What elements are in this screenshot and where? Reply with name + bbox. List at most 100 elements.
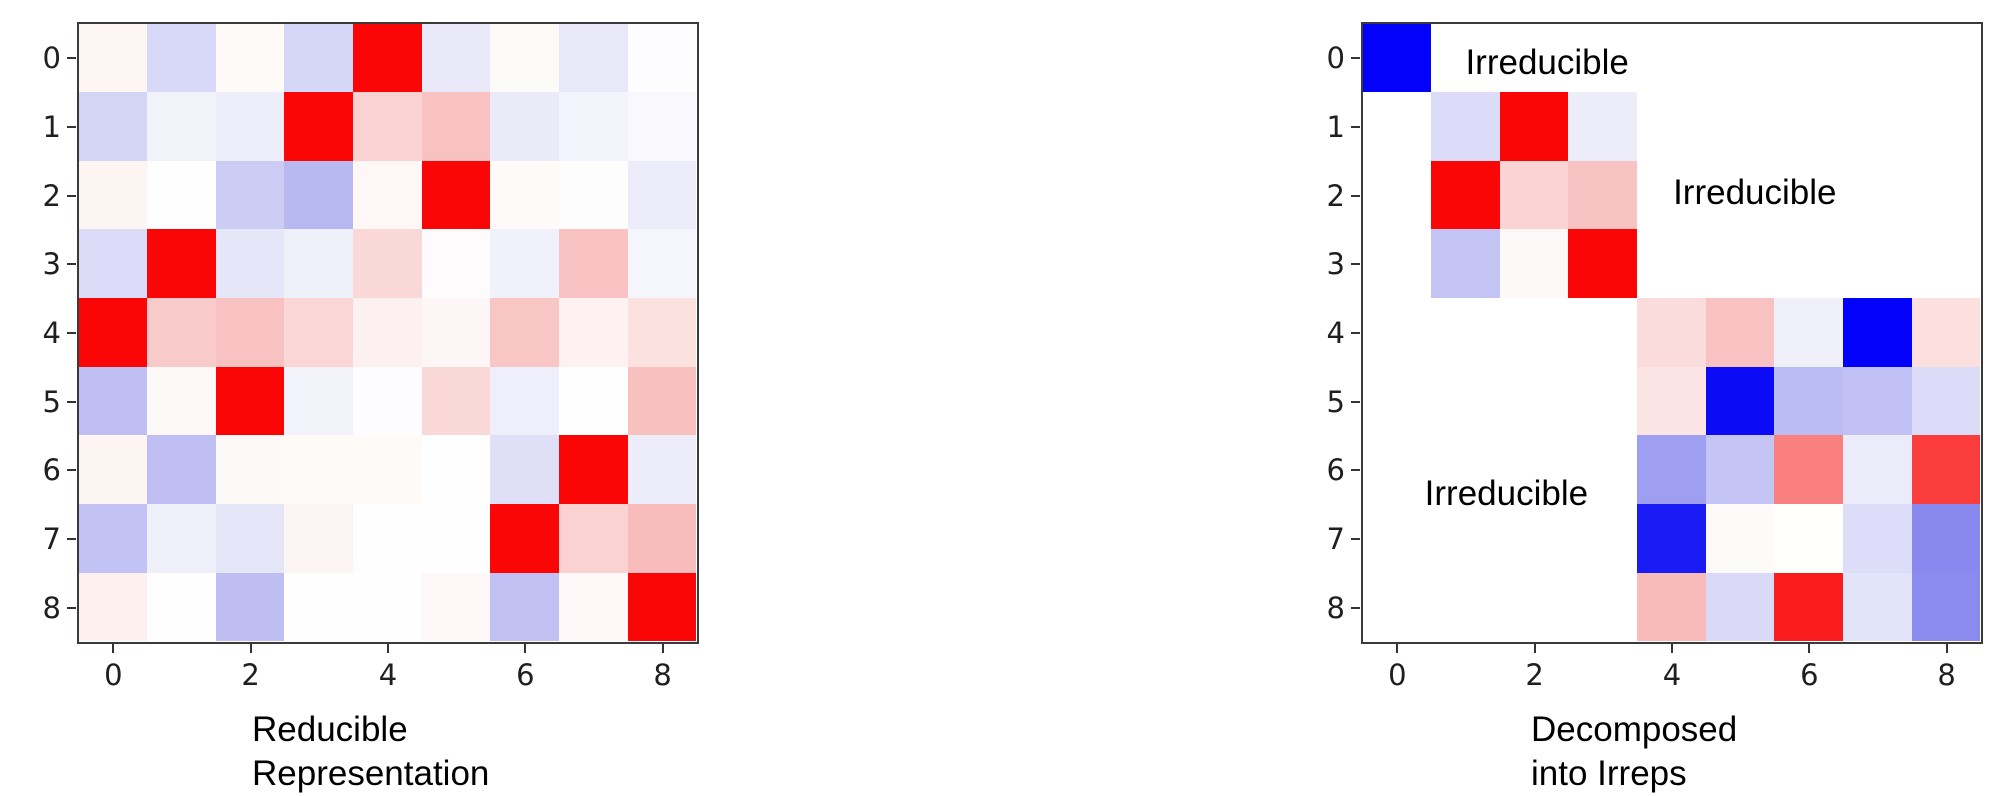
right-caption-line2: into Irreps (1531, 754, 1687, 793)
heatmap-cell (353, 23, 422, 93)
heatmap-cell (1774, 435, 1844, 505)
x-tick-label: 4 (1662, 658, 1682, 692)
heatmap-cell (490, 435, 560, 505)
heatmap-cell (147, 366, 216, 436)
heatmap-cell (1568, 366, 1638, 436)
heatmap-cell (1705, 298, 1775, 367)
heatmap-cell (1911, 298, 1981, 367)
heatmap-cell (1911, 229, 1981, 299)
heatmap-cell (627, 504, 697, 573)
y-tick-label: 1 (1326, 110, 1345, 144)
heatmap-cell (1774, 23, 1844, 93)
heatmap-cell (215, 504, 285, 573)
y-tick-label: 8 (42, 590, 61, 625)
heatmap-cell (1843, 160, 1912, 230)
y-tick-mark (1351, 126, 1360, 128)
heatmap-cell (1774, 298, 1844, 367)
heatmap-cell (1568, 23, 1638, 93)
heatmap-cell (627, 229, 697, 299)
y-tick-label: 6 (1326, 453, 1345, 488)
heatmap-cell (1843, 435, 1912, 505)
heatmap-cell (147, 435, 216, 505)
heatmap-cell (1568, 229, 1638, 299)
y-tick-label: 7 (1326, 522, 1345, 556)
heatmap-cell (1705, 229, 1775, 299)
heatmap-cell (1843, 366, 1912, 436)
x-tick-label: 8 (653, 658, 672, 692)
heatmap-cell (1431, 366, 1500, 436)
heatmap-cell (559, 23, 628, 93)
heatmap-cell (284, 23, 354, 93)
heatmap-cell (215, 229, 285, 299)
heatmap-cell (1499, 229, 1569, 299)
heatmap-cell (1362, 504, 1432, 573)
heatmap-cell (284, 366, 354, 436)
heatmap-cell (1637, 160, 1706, 230)
heatmap-cell (1431, 298, 1500, 367)
heatmap-cell (1431, 572, 1500, 642)
heatmap-cell (1911, 504, 1981, 573)
irreducible-annotation: Irreducible (1465, 42, 1629, 82)
heatmap-cell (353, 229, 422, 299)
heatmap-cell (1499, 160, 1569, 230)
heatmap-cell (1499, 572, 1569, 642)
heatmap-cell (559, 572, 628, 642)
heatmap-cell (1843, 572, 1912, 642)
heatmap-cell (78, 504, 148, 573)
y-tick-mark (1351, 194, 1360, 197)
y-tick-label: 3 (42, 247, 61, 282)
y-tick-label: 8 (1326, 590, 1345, 625)
left-heatmap (76, 21, 699, 644)
y-tick-mark (67, 57, 76, 60)
heatmap-cell (1637, 23, 1706, 93)
heatmap-cell (490, 298, 560, 367)
heatmap-cell (215, 23, 285, 93)
heatmap-cell (421, 298, 491, 367)
y-tick-label: 4 (1326, 316, 1345, 350)
heatmap-cell (559, 160, 628, 230)
heatmap-cell (627, 298, 697, 367)
heatmap-cell (147, 160, 216, 230)
right-caption-line1: Decomposed (1531, 710, 1738, 749)
heatmap-cell (353, 504, 422, 573)
heatmap-cell (1568, 435, 1638, 505)
heatmap-cell (1431, 23, 1500, 93)
heatmap-cell (1843, 23, 1912, 93)
x-tick-mark (1671, 644, 1673, 653)
x-tick-label: 6 (516, 658, 535, 692)
heatmap-cell (284, 435, 354, 505)
heatmap-cell (1637, 504, 1706, 573)
heatmap-cell (147, 504, 216, 573)
y-tick-mark (67, 126, 76, 128)
y-tick-label: 4 (42, 316, 61, 350)
x-tick-mark (1945, 644, 1948, 653)
heatmap-cell (1911, 435, 1981, 505)
y-tick-mark (67, 194, 76, 197)
heatmap-cell (1843, 298, 1912, 367)
y-tick-mark (1351, 606, 1360, 609)
x-tick-mark (1808, 644, 1811, 653)
right-heatmap-grid (1362, 23, 1981, 642)
heatmap-cell (1568, 572, 1638, 642)
heatmap-cell (1431, 92, 1500, 161)
left-caption-line1: Reducible (252, 710, 408, 749)
heatmap-cell (1911, 92, 1981, 161)
heatmap-cell (1774, 92, 1844, 161)
heatmap-cell (1499, 366, 1569, 436)
heatmap-cell (490, 160, 560, 230)
heatmap-cell (421, 229, 491, 299)
heatmap-cell (559, 229, 628, 299)
x-tick-mark (112, 644, 115, 653)
heatmap-cell (1568, 160, 1638, 230)
heatmap-cell (78, 366, 148, 436)
right-caption: Decomposed into Irreps (1531, 708, 1737, 796)
x-tick-label: 0 (1388, 658, 1407, 692)
heatmap-cell (1705, 23, 1775, 93)
heatmap-cell (215, 572, 285, 642)
heatmap-cell (147, 92, 216, 161)
right-heatmap (1360, 21, 1983, 644)
y-tick-label: 6 (42, 453, 61, 488)
heatmap-cell (421, 160, 491, 230)
heatmap-cell (284, 298, 354, 367)
x-tick-label: 2 (1525, 658, 1544, 692)
